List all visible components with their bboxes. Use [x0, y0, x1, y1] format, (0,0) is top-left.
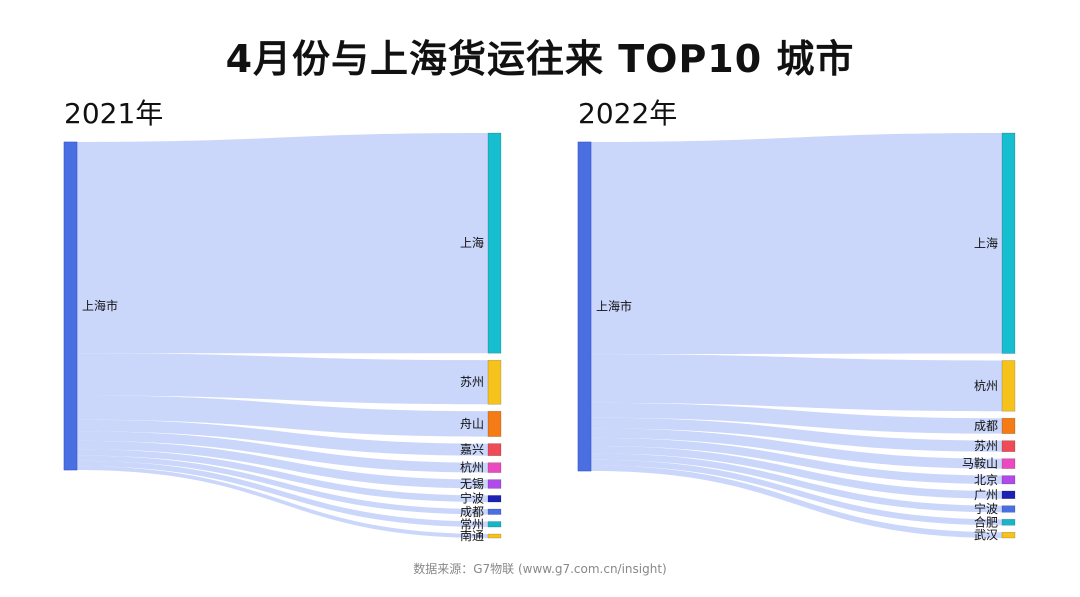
sankey-link-杭州 [77, 431, 488, 473]
target-label-成都: 成都 [460, 505, 484, 519]
target-node-武汉 [1001, 531, 1016, 539]
sankey-link-南通 [77, 466, 488, 539]
source-node-label: 上海市 [596, 299, 632, 314]
chart-2022-title: 2022年 [578, 97, 678, 130]
sankey-link-北京 [591, 437, 1002, 484]
source-node-label: 上海市 [82, 298, 118, 313]
sankey-link-苏州 [591, 417, 1002, 452]
target-node-上海 [487, 132, 502, 354]
source-node [63, 141, 78, 471]
sankey-link-杭州 [591, 354, 1002, 412]
target-node-广州 [1001, 490, 1016, 499]
target-node-嘉兴 [487, 443, 502, 456]
target-node-杭州 [487, 462, 502, 473]
target-label-上海: 上海 [974, 235, 998, 250]
target-label-杭州: 杭州 [974, 378, 998, 393]
target-label-宁波: 宁波 [460, 491, 484, 506]
target-label-杭州: 杭州 [460, 460, 484, 475]
sankey-link-嘉兴 [77, 419, 488, 456]
sankey-link-上海 [77, 133, 488, 354]
target-label-嘉兴: 嘉兴 [460, 443, 484, 457]
target-node-成都 [487, 508, 502, 515]
target-node-成都 [1001, 417, 1016, 434]
target-node-常州 [487, 521, 502, 528]
data-source-note: 数据来源：G7物联 (www.g7.com.cn/insight) [413, 562, 667, 576]
sankey-link-合肥 [591, 459, 1002, 526]
target-label-合肥: 合肥 [974, 514, 998, 529]
sankey-link-宁波 [77, 449, 488, 503]
chart-title: 4月份与上海货运往来 TOP10 城市 [225, 37, 855, 81]
sankey-link-广州 [591, 445, 1002, 499]
target-label-马鞍山: 马鞍山 [962, 456, 998, 471]
target-label-无锡: 无锡 [460, 476, 484, 491]
target-node-苏州 [487, 359, 502, 405]
sankey-link-马鞍山 [591, 428, 1002, 469]
target-node-北京 [1001, 475, 1016, 485]
source-node [577, 141, 592, 472]
target-label-南通: 南通 [460, 528, 484, 543]
target-label-广州: 广州 [974, 488, 998, 502]
target-node-合肥 [1001, 519, 1016, 526]
target-label-成都: 成都 [974, 419, 998, 433]
target-label-上海: 上海 [460, 235, 484, 250]
target-label-北京: 北京 [974, 473, 998, 487]
target-label-苏州: 苏州 [974, 439, 998, 453]
target-node-杭州 [1001, 360, 1016, 412]
target-node-苏州 [1001, 440, 1016, 452]
target-label-武汉: 武汉 [974, 528, 998, 542]
sankey-link-无锡 [77, 440, 488, 489]
sankey-link-上海 [591, 133, 1002, 355]
sankey-link-武汉 [591, 465, 1002, 538]
target-node-舟山 [487, 410, 502, 437]
target-node-南通 [487, 533, 502, 539]
sankey-link-苏州 [77, 353, 488, 405]
target-node-宁波 [1001, 505, 1016, 513]
target-label-常州: 常州 [460, 517, 484, 531]
sankey-link-常州 [77, 460, 488, 528]
chart-2021-title: 2021年 [64, 97, 164, 130]
target-label-宁波: 宁波 [974, 501, 998, 516]
target-node-马鞍山 [1001, 458, 1016, 469]
target-node-宁波 [487, 495, 502, 503]
target-node-无锡 [487, 479, 502, 489]
sankey-link-宁波 [591, 453, 1002, 513]
sankey-link-成都 [591, 402, 1002, 434]
target-label-舟山: 舟山 [460, 417, 484, 431]
target-label-苏州: 苏州 [460, 375, 484, 389]
target-node-上海 [1001, 132, 1016, 354]
sankey-link-成都 [77, 455, 488, 515]
sankey-link-舟山 [77, 395, 488, 437]
